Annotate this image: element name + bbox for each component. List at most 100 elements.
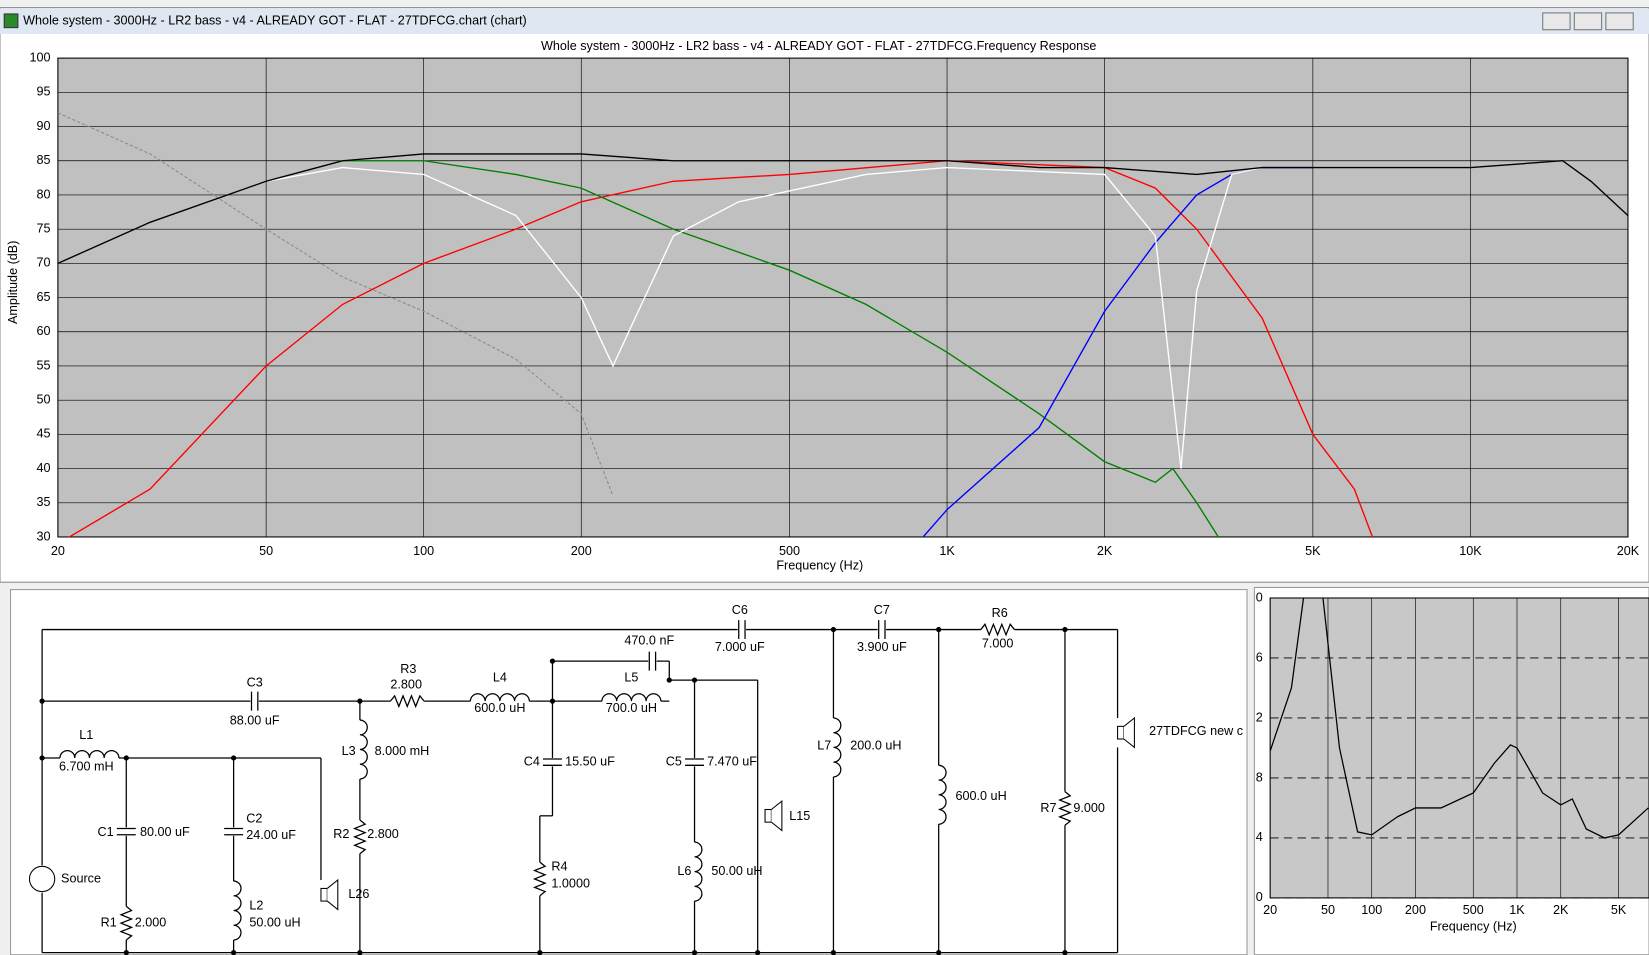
series-line xyxy=(57,112,614,497)
junction xyxy=(830,626,837,633)
symbol-gap xyxy=(250,690,259,712)
junction xyxy=(936,949,942,955)
junction xyxy=(830,949,837,955)
x-tick-label: 2K xyxy=(1097,544,1113,558)
impedance-x-label: Frequency (Hz) xyxy=(1430,920,1517,934)
x-tick-label: 500 xyxy=(779,544,800,558)
capacitor xyxy=(738,620,746,640)
y-tick-label: 85 xyxy=(36,153,50,167)
resistor xyxy=(980,622,1015,637)
junction xyxy=(755,949,761,955)
speaker-cone xyxy=(771,799,783,832)
x-tick-label: 10K xyxy=(1459,544,1482,558)
y-tick-label: 55 xyxy=(36,358,50,372)
y-tick-label: 35 xyxy=(36,495,50,509)
y-axis-label: Amplitude (dB) xyxy=(6,241,20,324)
component-value: 7.470 uF xyxy=(707,754,757,768)
component-value: 88.00 uF xyxy=(230,713,280,727)
series-line xyxy=(68,160,1374,537)
x-tick-label: 50 xyxy=(259,544,273,558)
component-name: C2 xyxy=(246,811,262,825)
schematic-panel xyxy=(9,589,1248,955)
component-name: R2 xyxy=(333,827,349,841)
resistor xyxy=(119,905,134,941)
y-tick-label: 90 xyxy=(36,119,50,133)
component-value: 2.800 xyxy=(390,678,422,692)
junction xyxy=(230,949,237,955)
y-tick-label: 40 xyxy=(36,461,50,475)
y-tick-label: 70 xyxy=(36,256,50,270)
y-tick-label: 100 xyxy=(29,50,50,64)
y-tick-label: 0 xyxy=(1256,590,1263,604)
source xyxy=(28,865,56,893)
component-value: 50.00 uH xyxy=(711,864,762,878)
y-tick-label: 30 xyxy=(36,529,50,543)
window-title: Whole system - 3000Hz - LR2 bass - v4 - … xyxy=(23,14,527,28)
app-icon xyxy=(3,13,19,29)
junction xyxy=(123,755,129,761)
resistor xyxy=(532,861,547,897)
component-value: 50.00 uH xyxy=(249,915,300,929)
component-name: C5 xyxy=(666,754,682,768)
junction xyxy=(666,677,672,683)
y-tick-label: 45 xyxy=(36,427,50,441)
series-line xyxy=(266,166,1263,469)
component-name: L7 xyxy=(817,739,831,753)
resistor xyxy=(1057,791,1072,826)
symbol-gap xyxy=(353,820,367,854)
component-name: L4 xyxy=(493,670,507,684)
symbol-gap xyxy=(390,694,425,708)
x-tick-label: 200 xyxy=(571,544,592,558)
symbol-gap xyxy=(115,827,137,836)
component-value: 2.800 xyxy=(367,827,399,841)
capacitor xyxy=(543,758,562,766)
impedance-plot-area xyxy=(1269,597,1649,899)
close-button[interactable] xyxy=(1605,12,1634,31)
symbol-gap xyxy=(119,906,133,940)
resistor xyxy=(389,694,425,709)
x-tick-label: 500 xyxy=(1463,903,1484,917)
junction xyxy=(936,626,942,633)
component-name: L3 xyxy=(342,744,356,758)
symbol-gap xyxy=(1058,791,1072,826)
component-value: 8.000 mH xyxy=(375,744,430,758)
y-tick-label: 2 xyxy=(1256,710,1263,724)
component-value: 2.000 xyxy=(135,915,167,929)
capacitor xyxy=(685,758,705,766)
component-name: R1 xyxy=(101,915,117,929)
inductor xyxy=(59,750,120,759)
x-tick-label: 50 xyxy=(1321,903,1335,917)
y-tick-label: 65 xyxy=(36,290,50,304)
component-value: 24.00 uF xyxy=(246,828,296,842)
component-value: 700.0 uH xyxy=(606,701,657,715)
x-tick-label: 100 xyxy=(1361,903,1382,917)
minimize-button[interactable] xyxy=(1542,12,1571,31)
junction xyxy=(39,698,45,704)
component-value: 9.000 xyxy=(1073,801,1105,815)
component-name: C4 xyxy=(524,754,540,768)
y-tick-label: 50 xyxy=(36,392,50,406)
component-name: L5 xyxy=(624,670,638,684)
speaker xyxy=(320,887,328,902)
speaker-cone xyxy=(326,878,339,911)
y-tick-label: 0 xyxy=(1256,890,1263,904)
x-tick-label: 5K xyxy=(1611,903,1627,917)
y-tick-label: 60 xyxy=(36,324,50,338)
symbol-gap xyxy=(737,619,747,641)
title-bar xyxy=(0,8,1649,34)
component-name: R7 xyxy=(1040,801,1056,815)
capacitor xyxy=(250,691,259,711)
junction xyxy=(1062,949,1068,955)
x-tick-label: 20 xyxy=(51,544,65,558)
maximize-button[interactable] xyxy=(1573,12,1603,31)
x-tick-label: 20 xyxy=(1263,903,1277,917)
x-axis-label: Frequency (Hz) xyxy=(776,559,863,573)
speaker-cone xyxy=(1123,716,1135,749)
capacitor xyxy=(648,651,657,671)
component-value: 3.900 uF xyxy=(857,640,907,654)
component-value: 7.000 uF xyxy=(715,640,765,654)
junction xyxy=(230,755,237,761)
series-line xyxy=(57,153,1628,264)
symbol-gap xyxy=(533,862,547,896)
x-tick-label: 2K xyxy=(1553,903,1569,917)
